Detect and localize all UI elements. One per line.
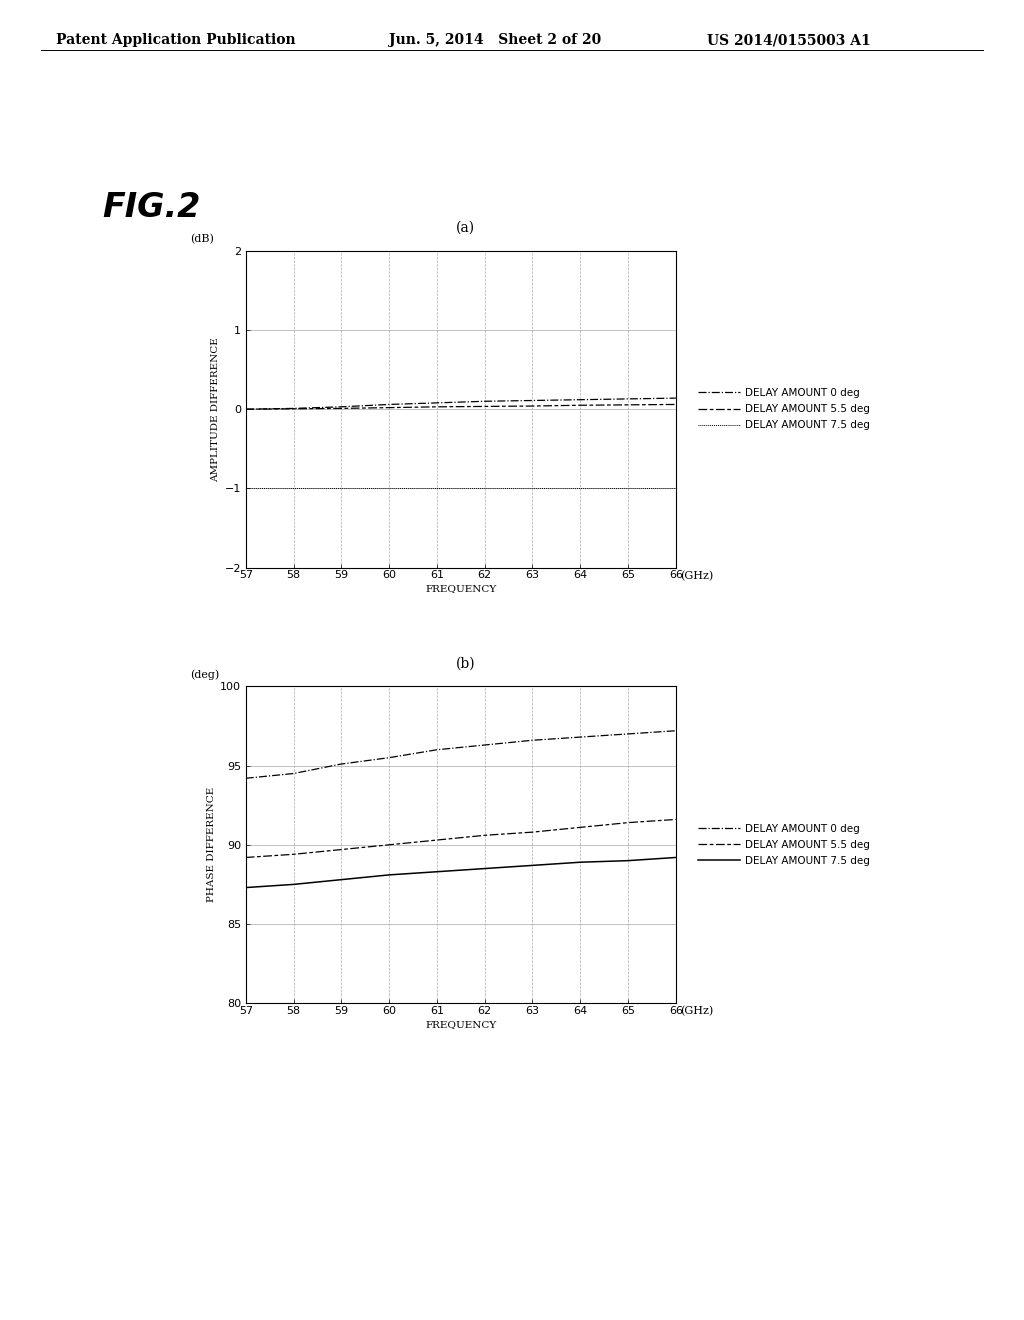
Text: FIG.2: FIG.2	[102, 191, 201, 224]
Legend: DELAY AMOUNT 0 deg, DELAY AMOUNT 5.5 deg, DELAY AMOUNT 7.5 deg: DELAY AMOUNT 0 deg, DELAY AMOUNT 5.5 deg…	[698, 824, 870, 866]
Text: (GHz): (GHz)	[680, 1006, 714, 1016]
X-axis label: FREQUENCY: FREQUENCY	[425, 1020, 497, 1030]
Legend: DELAY AMOUNT 0 deg, DELAY AMOUNT 5.5 deg, DELAY AMOUNT 7.5 deg: DELAY AMOUNT 0 deg, DELAY AMOUNT 5.5 deg…	[698, 388, 870, 430]
Text: (GHz): (GHz)	[680, 570, 714, 581]
Text: US 2014/0155003 A1: US 2014/0155003 A1	[707, 33, 870, 48]
Text: (b): (b)	[456, 656, 476, 671]
Y-axis label: PHASE DIFFERENCE: PHASE DIFFERENCE	[207, 787, 216, 903]
Text: Patent Application Publication: Patent Application Publication	[56, 33, 296, 48]
Text: Jun. 5, 2014   Sheet 2 of 20: Jun. 5, 2014 Sheet 2 of 20	[389, 33, 601, 48]
X-axis label: FREQUENCY: FREQUENCY	[425, 585, 497, 594]
Text: (a): (a)	[457, 220, 475, 235]
Text: (deg): (deg)	[189, 669, 219, 680]
Y-axis label: AMPLITUDE DIFFERENCE: AMPLITUDE DIFFERENCE	[211, 337, 220, 482]
Text: (dB): (dB)	[189, 234, 214, 244]
